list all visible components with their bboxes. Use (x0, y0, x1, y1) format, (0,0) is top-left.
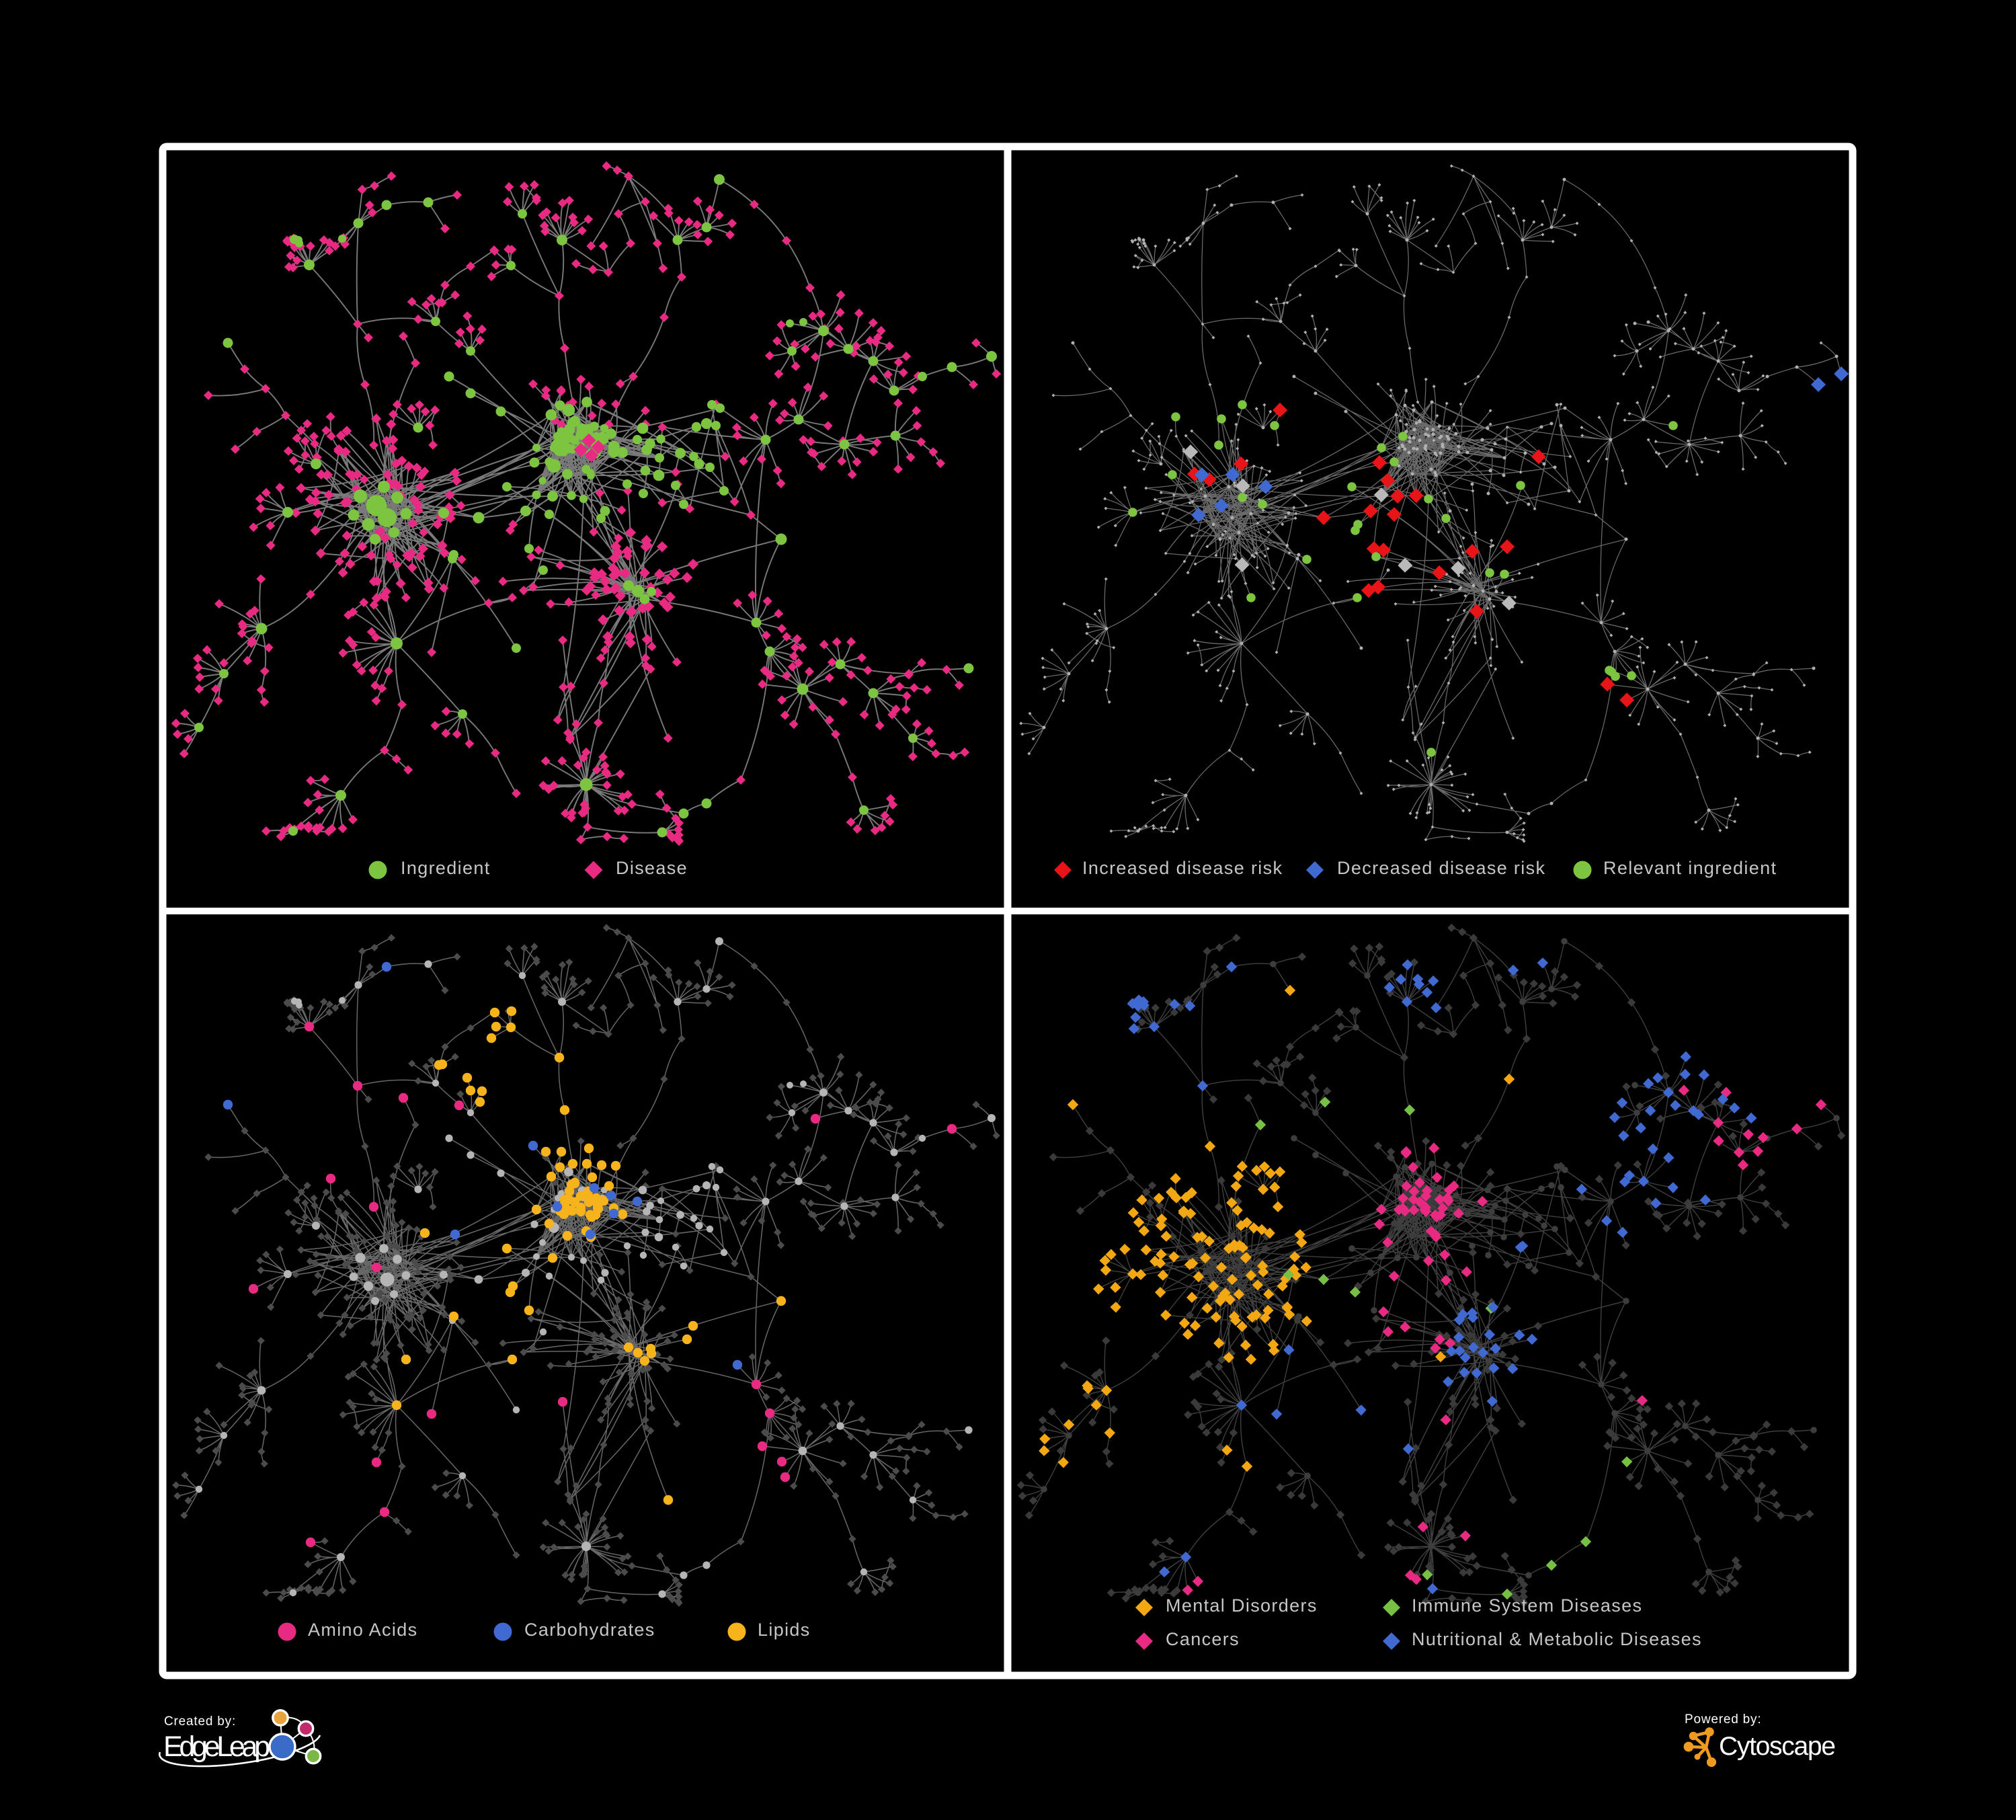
svg-text:Mental Disorders: Mental Disorders (1166, 1595, 1318, 1616)
svg-text:Immune System Diseases: Immune System Diseases (1412, 1595, 1642, 1616)
svg-text:Increased disease risk: Increased disease risk (1082, 858, 1283, 878)
svg-text:Powered by:: Powered by: (1685, 1712, 1761, 1727)
svg-text:Cancers: Cancers (1166, 1629, 1240, 1649)
svg-text:Nutritional & Metabolic Diseas: Nutritional & Metabolic Diseases (1412, 1629, 1702, 1649)
svg-text:Relevant ingredient: Relevant ingredient (1603, 858, 1777, 878)
svg-text:Created by:: Created by: (164, 1714, 236, 1729)
svg-text:Decreased disease risk: Decreased disease risk (1337, 858, 1545, 878)
svg-text:Lipids: Lipids (758, 1620, 811, 1640)
svg-text:Carbohydrates: Carbohydrates (524, 1620, 655, 1640)
svg-text:Cytoscape: Cytoscape (1719, 1732, 1836, 1761)
svg-text:Disease: Disease (616, 858, 688, 878)
svg-text:Amino Acids: Amino Acids (308, 1620, 417, 1640)
svg-text:EdgeLeap: EdgeLeap (163, 1731, 270, 1763)
svg-text:Ingredient: Ingredient (401, 858, 491, 878)
